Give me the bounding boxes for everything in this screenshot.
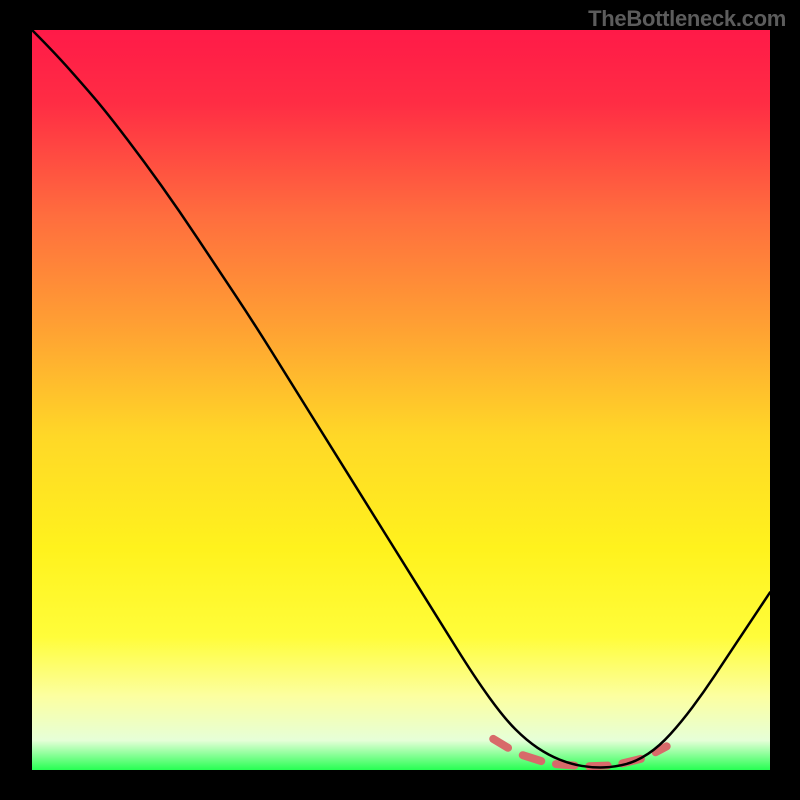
plot-svg xyxy=(32,30,770,770)
dash-segment xyxy=(523,755,541,761)
frame: TheBottleneck.com xyxy=(0,0,800,800)
watermark-text: TheBottleneck.com xyxy=(588,6,786,32)
plot-area xyxy=(32,30,770,770)
gradient-rect xyxy=(32,30,770,770)
